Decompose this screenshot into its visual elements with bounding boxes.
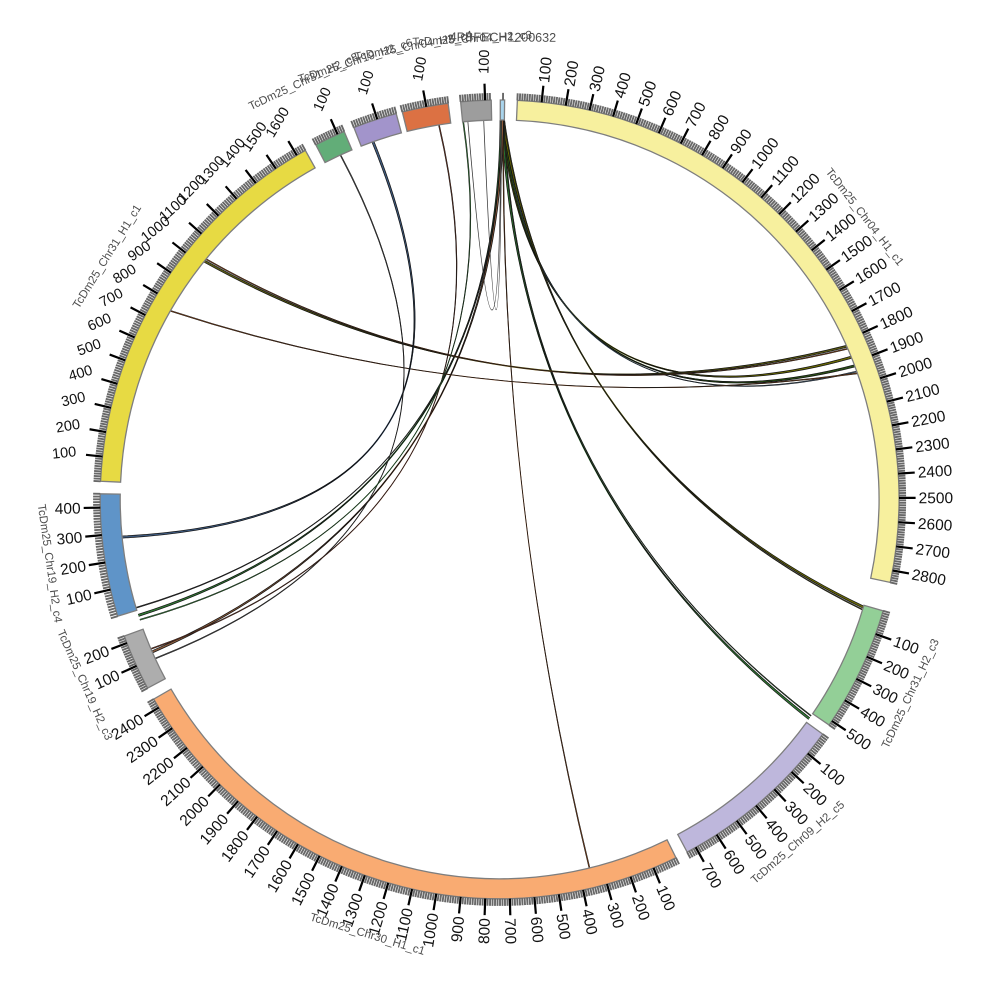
svg-text:700: 700 xyxy=(501,918,519,945)
svg-text:100: 100 xyxy=(64,587,93,609)
svg-text:500: 500 xyxy=(75,336,103,359)
svg-text:2700: 2700 xyxy=(915,541,952,562)
svg-text:2600: 2600 xyxy=(917,516,953,535)
svg-text:200: 200 xyxy=(55,417,82,437)
svg-text:2500: 2500 xyxy=(919,490,954,507)
svg-text:800: 800 xyxy=(476,917,494,944)
svg-text:200: 200 xyxy=(561,59,582,88)
svg-text:300: 300 xyxy=(603,901,626,931)
svg-text:900: 900 xyxy=(449,915,468,943)
svg-text:400: 400 xyxy=(578,908,600,937)
svg-text:100: 100 xyxy=(536,56,556,84)
svg-text:100: 100 xyxy=(476,49,493,74)
svg-text:600: 600 xyxy=(527,916,546,944)
svg-text:2300: 2300 xyxy=(914,435,951,456)
svg-text:400: 400 xyxy=(611,70,635,100)
svg-text:200: 200 xyxy=(59,558,88,579)
svg-text:1100: 1100 xyxy=(393,906,417,943)
svg-text:2800: 2800 xyxy=(910,567,947,590)
svg-text:300: 300 xyxy=(60,389,87,410)
svg-text:1000: 1000 xyxy=(420,912,442,949)
svg-text:2200: 2200 xyxy=(910,408,947,431)
svg-text:300: 300 xyxy=(587,64,609,93)
svg-text:4PBFECH1200632: 4PBFECH1200632 xyxy=(450,30,556,45)
svg-text:100: 100 xyxy=(410,56,430,83)
svg-text:400: 400 xyxy=(55,500,82,518)
svg-text:100: 100 xyxy=(355,69,378,97)
svg-text:2400: 2400 xyxy=(917,463,953,482)
svg-text:300: 300 xyxy=(56,529,84,548)
svg-text:500: 500 xyxy=(552,913,573,941)
svg-text:400: 400 xyxy=(67,363,95,385)
svg-text:100: 100 xyxy=(51,444,77,463)
